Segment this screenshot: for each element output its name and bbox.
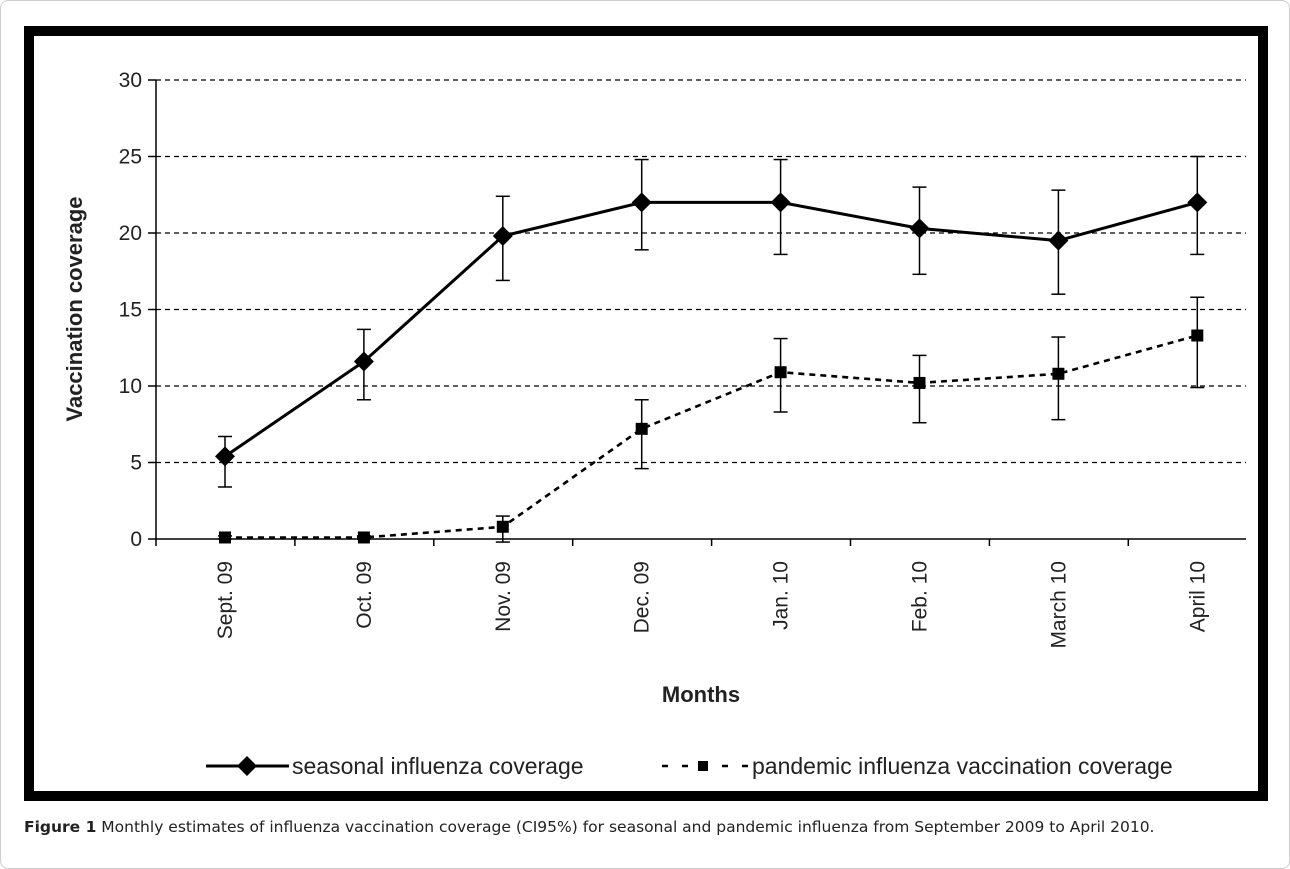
data-point-square (635, 422, 648, 435)
y-axis-title: Vaccination coverage (62, 197, 87, 422)
y-tick-label-10: 10 (119, 375, 142, 398)
series-line (225, 334, 1198, 539)
data-point-square (357, 531, 370, 544)
y-tick-label-5: 5 (130, 452, 142, 475)
x-tick-labels: Sept. 09 Oct. 09 Nov. 09 Dec. 09 Jan. 10 Feb.… (214, 561, 1209, 649)
data-point-diamond (909, 218, 930, 239)
data-point-diamond (215, 446, 235, 467)
axes (148, 79, 1246, 546)
y-tick-label-25: 25 (119, 146, 142, 169)
y-tick-label-0: 0 (130, 528, 142, 551)
x-tick-label: April 10 (1186, 561, 1209, 632)
data-point-diamond (1048, 230, 1069, 251)
y-tick-label-20: 20 (119, 222, 142, 245)
data-point-diamond (353, 351, 374, 372)
data-point-square (774, 366, 787, 379)
x-tick-label: Feb. 10 (909, 561, 932, 632)
data-point-diamond (492, 226, 513, 247)
x-tick-label: Dec. 09 (631, 561, 654, 633)
figure-label: Figure 1 (24, 818, 97, 836)
data-point-diamond (631, 192, 652, 213)
x-tick-label: Sept. 09 (214, 561, 237, 639)
caption-text: Monthly estimates of influenza vaccinati… (96, 818, 1155, 836)
series-seasonal (215, 155, 1208, 488)
data-point-square (1191, 329, 1204, 342)
x-axis-title: Months (662, 682, 740, 707)
data-point-square (913, 376, 926, 389)
data-point-diamond (770, 192, 791, 213)
x-tick-label: Nov. 09 (492, 561, 515, 632)
x-tick-label: Jan. 10 (770, 561, 793, 630)
series-line (224, 200, 1198, 458)
x-tick-label: March 10 (1047, 561, 1070, 649)
line-chart: 0 5 10 15 20 25 30 Sept. 09 Oct. 09 Nov. 09 Dec. … (62, 69, 1246, 779)
y-tick-labels: 0 5 10 15 20 25 30 (119, 69, 142, 551)
series (215, 155, 1208, 544)
series-pandemic (218, 296, 1205, 544)
chart-frame: 0 5 10 15 20 25 30 Sept. 09 Oct. 09 Nov. 09 Dec. … (24, 26, 1268, 801)
data-point-square (1052, 367, 1065, 380)
legend-pandemic-label: pandemic influenza vaccination coverage (752, 753, 1173, 779)
legend-seasonal-label: seasonal influenza coverage (292, 753, 584, 779)
y-tick-label-15: 15 (119, 299, 142, 322)
x-tick-label: Oct. 09 (353, 561, 376, 629)
y-tick-label-30: 30 (119, 69, 142, 92)
legend: seasonal influenza coverage pandemic inf… (206, 753, 1173, 779)
legend-pandemic-marker (698, 761, 708, 771)
legend-seasonal-marker (237, 756, 257, 776)
figure-caption: Figure 1 Monthly estimates of influenza … (24, 815, 1270, 839)
data-point-diamond (1187, 192, 1208, 213)
data-point-square (496, 520, 509, 533)
gridlines (156, 79, 1246, 464)
data-point-square (219, 531, 231, 544)
